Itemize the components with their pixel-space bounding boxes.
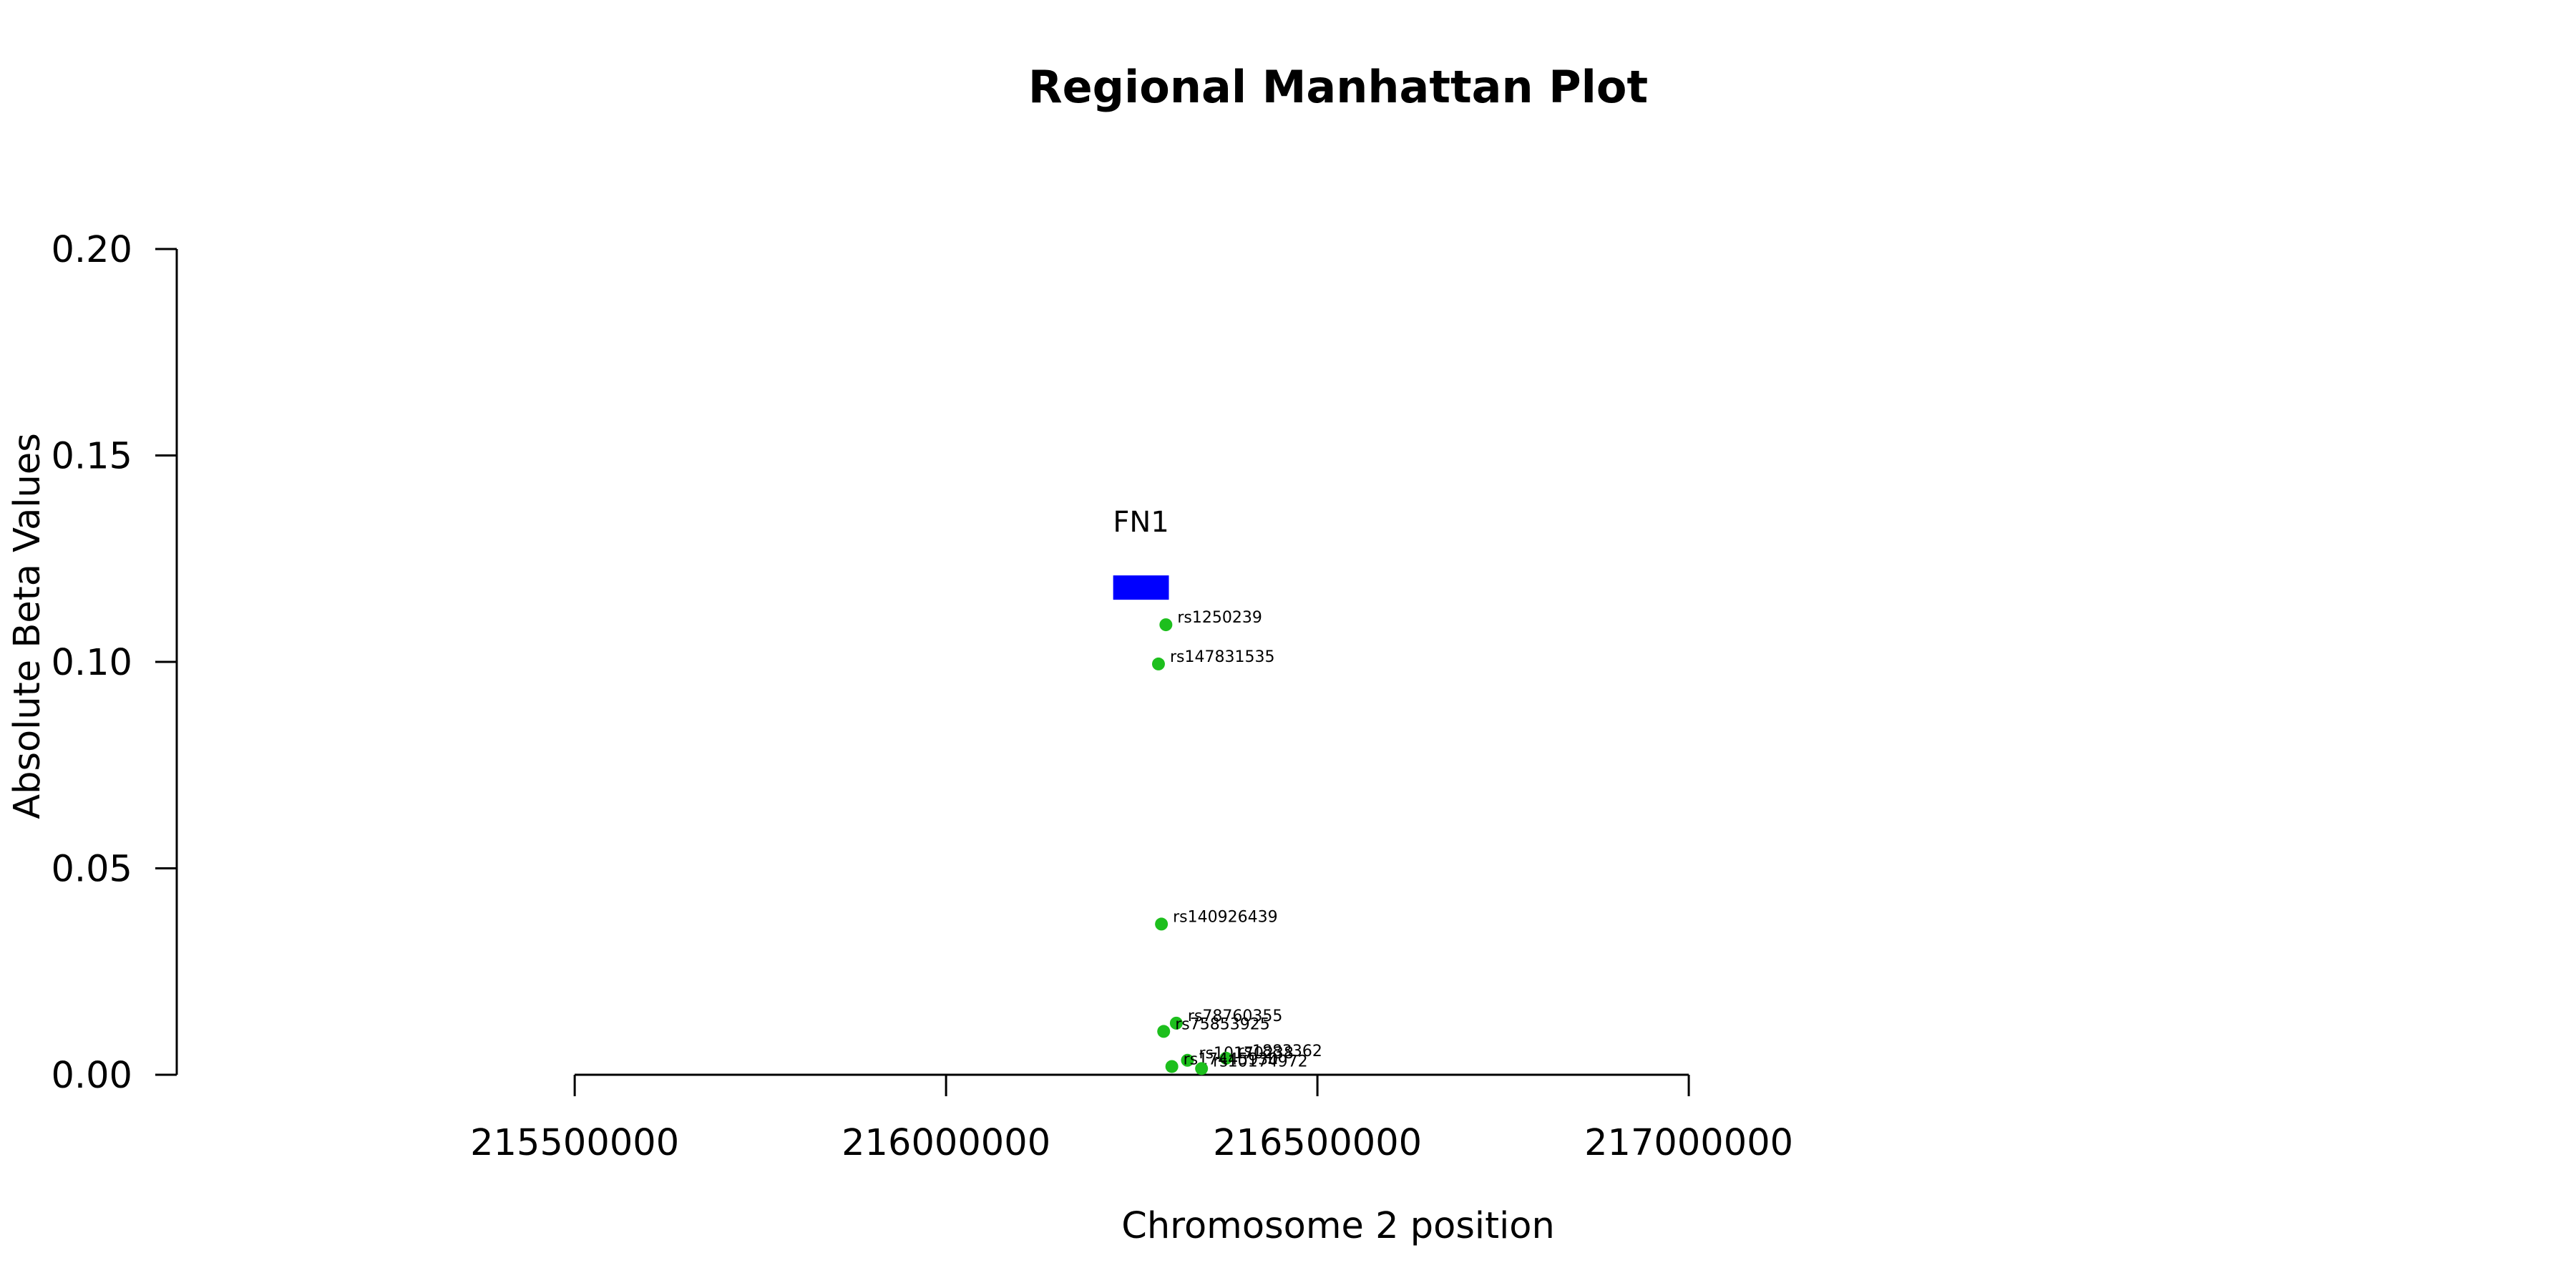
- snp-point: [1165, 1060, 1179, 1073]
- y-tick-label: 0.05: [51, 849, 132, 891]
- snp-label: rs10170238: [1199, 1045, 1293, 1063]
- y-tick-label: 0.20: [51, 229, 132, 271]
- snp-label: rs10174972: [1213, 1053, 1307, 1070]
- snp-label: rs140926439: [1173, 908, 1277, 926]
- snp-label: rs147831535: [1170, 648, 1274, 666]
- snp-point: [1181, 1053, 1194, 1067]
- snp-point: [1169, 1016, 1183, 1030]
- snp-point: [1159, 618, 1173, 632]
- y-tick-label: 0.15: [51, 436, 132, 478]
- x-tick-label: 216500000: [1213, 1122, 1422, 1164]
- snp-point: [1219, 1051, 1233, 1065]
- snp-label: rs78760355: [1188, 1008, 1282, 1025]
- snp-point: [1195, 1062, 1209, 1075]
- snp-point: [1157, 1025, 1171, 1038]
- y-tick-label: 0.10: [51, 642, 132, 684]
- axes: 0.00 0.05 0.10 0.15 0.20 215500000 216000000 21…: [51, 229, 1793, 1164]
- gene-label: FN1: [1113, 506, 1169, 539]
- x-tick-label: 215500000: [470, 1122, 679, 1164]
- x-axis-label: Chromosome 2 position: [1121, 1205, 1555, 1247]
- snp-label: rs1883362: [1237, 1043, 1322, 1060]
- gene-bar: [1113, 575, 1169, 600]
- x-tick-label: 217000000: [1584, 1122, 1793, 1164]
- gene-track: FN1: [1113, 506, 1169, 600]
- y-axis-label: Absolute Beta Values: [6, 433, 49, 819]
- snp-label: rs1250239: [1177, 609, 1262, 627]
- chart-title: Regional Manhattan Plot: [1028, 61, 1648, 113]
- snp-point: [1155, 917, 1169, 931]
- y-tick-label: 0.00: [51, 1055, 132, 1097]
- snp-label: rs75853925: [1175, 1015, 1269, 1033]
- snp-point: [1151, 657, 1165, 670]
- snp-points: rs1250239 rs147831535 rs140926439 rs7876035…: [1151, 609, 1322, 1075]
- x-tick-label: 216000000: [841, 1122, 1050, 1164]
